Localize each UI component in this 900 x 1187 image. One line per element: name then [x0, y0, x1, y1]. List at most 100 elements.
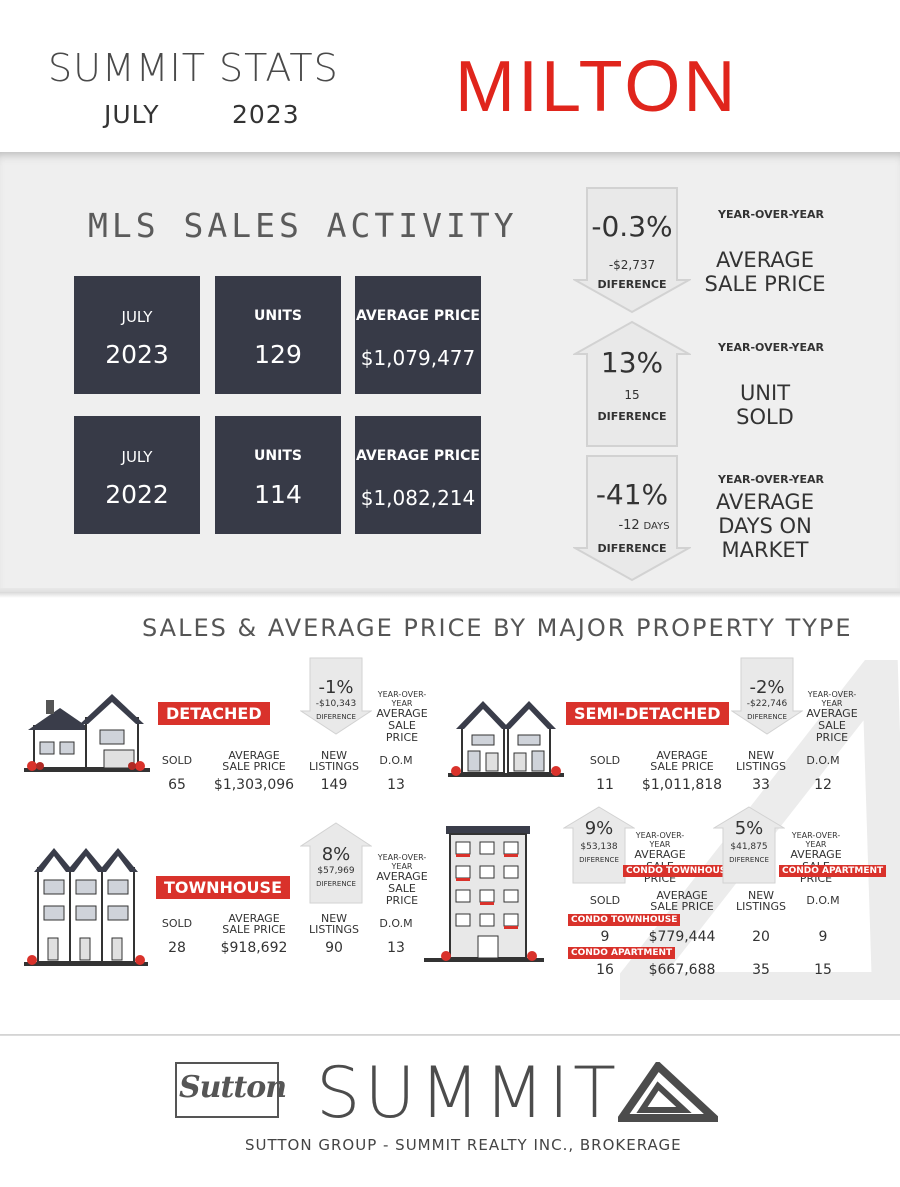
brokerage-name: SUTTON GROUP - SUMMIT REALTY INC., BROKE…	[245, 1136, 682, 1154]
hdr-dom: D.O.M	[806, 754, 840, 767]
detached-price: $1,303,096	[213, 777, 295, 793]
report-month: JULY	[104, 100, 160, 129]
yoy-label: YEAR-OVER-YEAR	[377, 853, 427, 871]
up-arrow-icon	[299, 822, 373, 904]
box-price-2023: AVERAGE PRICE $1,079,477	[355, 276, 481, 394]
semi-dom: 12	[814, 777, 832, 793]
yoy-metric: AVERAGE	[376, 870, 428, 883]
yoy-metric: AVERAGE DAYS ON MARKET	[690, 490, 840, 562]
box-price-value: $1,082,214	[360, 486, 476, 510]
hdr-avg: AVERAGE SALE PRICE	[218, 750, 290, 772]
condo-apt-sold: 16	[596, 962, 614, 978]
property-title: SALES & AVERAGE PRICE BY MAJOR PROPERTY …	[142, 614, 853, 642]
city-name: MILTON	[455, 47, 739, 127]
condo-apt-row-tag: CONDO APARTMENT	[568, 947, 676, 959]
condo-th-tag: CONDO TOWNHOUSE	[623, 865, 736, 877]
yoy-diff-label: DIFERENCE	[316, 713, 356, 721]
report-year: 2023	[232, 100, 300, 129]
yoy-price-arrow: -0.3% -$2,737 DIFERENCE	[573, 186, 691, 314]
box-units-2022: UNITS 114	[215, 416, 341, 534]
yoy-percent: 8%	[321, 844, 351, 865]
yoy-metric: UNIT SOLD	[690, 381, 840, 429]
townhouse-yoy-label: YEAR-OVER-YEAR AVERAGE SALE PRICE	[372, 853, 432, 907]
yoy-amount: -$10,343	[315, 699, 357, 709]
down-arrow-icon	[573, 455, 691, 582]
sutton-logo: Sutton	[175, 1062, 287, 1118]
yoy-percent: 9%	[584, 818, 614, 839]
condo-th-dom: 9	[818, 929, 828, 945]
yoy-dom-arrow: -41% -12 DAYS DIFERENCE	[573, 454, 691, 582]
detached-dom: 13	[387, 777, 405, 793]
hdr-new: NEW LISTINGS	[306, 750, 362, 772]
hdr-line: NEW	[320, 749, 348, 762]
townhouse-price: $918,692	[220, 940, 288, 956]
hdr-line: AVERAGE	[228, 912, 280, 925]
metric-line: AVERAGE	[716, 248, 814, 272]
box-units-label: UNITS	[254, 448, 302, 464]
condo-th-yoy-arrow: 9% $53,138 DIFERENCE	[562, 806, 636, 884]
hdr-new: NEW LISTINGS	[306, 913, 362, 935]
hdr-line: NEW	[320, 912, 348, 925]
yoy-label: YEAR-OVER-YEAR	[718, 341, 824, 354]
yoy-amount: 15	[624, 388, 640, 402]
semi-detached-tag: SEMI-DETACHED	[566, 702, 729, 725]
yoy-amount-wrap: -12 DAYS	[585, 518, 703, 533]
hdr-sold: SOLD	[589, 894, 621, 907]
footer	[0, 1036, 900, 1187]
hdr-dom: D.O.M	[379, 917, 413, 930]
yoy-metric: AVERAGE SALE PRICE	[690, 248, 840, 296]
yoy-metric: AVERAGE	[376, 707, 428, 720]
yoy-label: YEAR-OVER-YEAR	[807, 690, 857, 708]
townhouse-tag: TOWNHOUSE	[156, 876, 290, 899]
box-price-label: AVERAGE PRICE	[356, 448, 480, 464]
yoy-diff-label: DIFERENCE	[579, 856, 619, 864]
condo-building-icon	[424, 826, 544, 962]
hdr-line: NEW	[747, 749, 775, 762]
condo-apt-listings: 35	[752, 962, 770, 978]
hdr-dom: D.O.M	[379, 754, 413, 767]
yoy-metric: SALE PRICE	[385, 882, 419, 907]
detached-tag: DETACHED	[158, 702, 270, 725]
down-arrow-icon	[299, 657, 373, 735]
logo-frame	[175, 1062, 279, 1118]
sutton-wordmark: Sutton	[179, 1070, 287, 1105]
box-year: 2022	[105, 480, 169, 509]
down-arrow-icon	[573, 187, 691, 314]
box-price-value: $1,079,477	[360, 346, 476, 370]
yoy-diff-label: DIFERENCE	[597, 542, 667, 555]
hdr-avg: AVERAGE SALE PRICE	[646, 890, 718, 912]
hdr-line: NEW	[747, 889, 775, 902]
yoy-metric: AVERAGE	[806, 707, 858, 720]
hdr-line: SALE PRICE	[650, 900, 714, 913]
townhouse-sold: 28	[168, 940, 186, 956]
summit-wordmark: SUMMIT	[316, 1052, 620, 1134]
hdr-line: SALE PRICE	[222, 760, 286, 773]
yoy-percent: -1%	[318, 677, 354, 698]
yoy-label: YEAR-OVER-YEAR	[718, 473, 824, 486]
metric-line: MARKET	[721, 538, 809, 562]
detached-sold: 65	[168, 777, 186, 793]
hdr-sold: SOLD	[589, 754, 621, 767]
semi-listings: 33	[752, 777, 770, 793]
hdr-sold: SOLD	[161, 754, 193, 767]
yoy-metric: SALE PRICE	[385, 719, 419, 744]
hdr-avg: AVERAGE SALE PRICE	[646, 750, 718, 772]
yoy-label: YEAR-OVER-YEAR	[377, 690, 427, 708]
condo-apt-price: $667,688	[648, 962, 716, 978]
condo-th-sold: 9	[600, 929, 610, 945]
divider	[0, 592, 900, 598]
yoy-label: YEAR-OVER-YEAR	[635, 831, 685, 849]
box-month: JULY	[121, 448, 153, 466]
condo-apt-yoy-arrow: 5% $41,875 DIFERENCE	[712, 806, 786, 884]
condo-apt-tag: CONDO APARTMENT	[779, 865, 887, 877]
header	[0, 0, 900, 152]
yoy-amount: $41,875	[730, 842, 768, 852]
report-title: SUMMIT STATS	[48, 46, 339, 90]
yoy-diff-label: DIFERENCE	[729, 856, 769, 864]
box-units-label: UNITS	[254, 308, 302, 324]
townhouse-listings: 90	[325, 940, 343, 956]
hdr-new: NEW LISTINGS	[733, 750, 789, 772]
hdr-dom: D.O.M	[806, 894, 840, 907]
semi-price: $1,011,818	[641, 777, 723, 793]
yoy-diff-label: DIFERENCE	[316, 880, 356, 888]
